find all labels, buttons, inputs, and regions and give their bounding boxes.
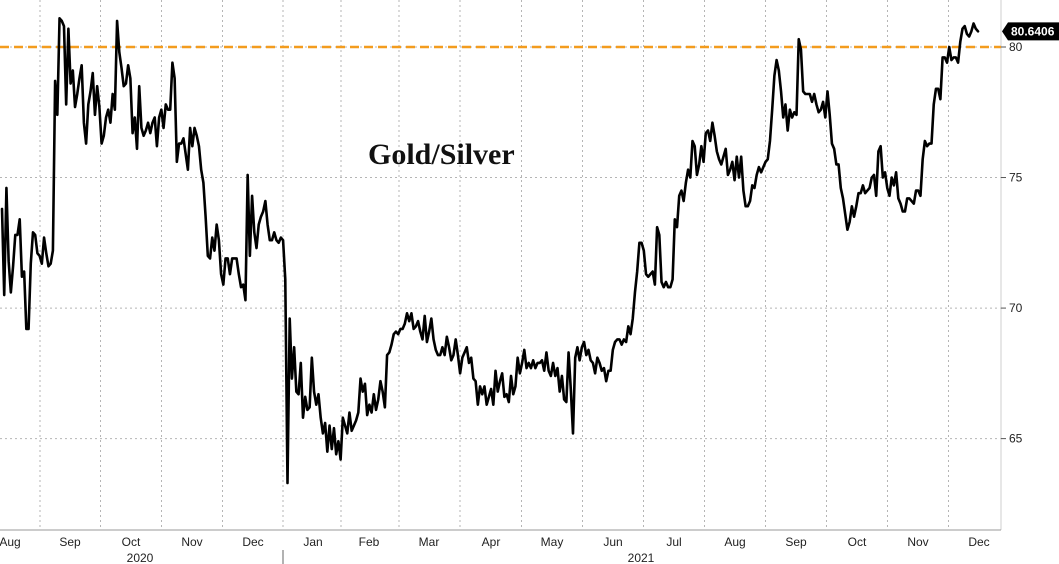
year-label: 2020 bbox=[127, 551, 154, 564]
y-tick-label: 70 bbox=[1009, 301, 1023, 315]
y-axis-ticks: 65 70 75 80 bbox=[1001, 40, 1023, 446]
chart-title: Gold/Silver bbox=[368, 138, 515, 171]
x-tick-label: Sep bbox=[785, 535, 807, 549]
last-value-badge-shape bbox=[1002, 22, 1059, 41]
year-labels: 2020 2021 bbox=[127, 550, 655, 564]
x-tick-label: Aug bbox=[0, 535, 21, 549]
x-tick-label: Apr bbox=[482, 535, 501, 549]
x-tick-label: Feb bbox=[359, 535, 380, 549]
horizontal-gridlines bbox=[0, 46, 1001, 440]
x-tick-label: May bbox=[541, 535, 564, 549]
last-value-badge: 80.6406 bbox=[1002, 22, 1059, 41]
x-tick-label: Nov bbox=[181, 535, 202, 549]
x-tick-label: Jun bbox=[603, 535, 622, 549]
x-axis-ticks: Aug Sep Oct Nov Dec Jan Feb Mar Apr May Jun Jul Aug S… bbox=[0, 535, 990, 549]
x-tick-label: Jul bbox=[666, 535, 681, 549]
x-tick-label: Dec bbox=[242, 535, 263, 549]
gold-silver-ratio-series-line bbox=[0, 16, 980, 485]
x-tick-label: Oct bbox=[122, 535, 141, 549]
x-tick-label: Oct bbox=[848, 535, 867, 549]
x-tick-label: Mar bbox=[419, 535, 440, 549]
last-value-label: 80.6406 bbox=[1011, 24, 1055, 38]
y-tick-label: 65 bbox=[1009, 432, 1023, 446]
y-tick-label: 80 bbox=[1009, 40, 1023, 54]
x-tick-label: Nov bbox=[907, 535, 928, 549]
x-tick-label: Dec bbox=[968, 535, 989, 549]
x-tick-label: Sep bbox=[59, 535, 81, 549]
vertical-gridlines bbox=[39, 0, 949, 530]
x-tick-label: Jan bbox=[303, 535, 322, 549]
x-tick-label: Aug bbox=[724, 535, 745, 549]
series-layer bbox=[0, 16, 980, 485]
y-tick-label: 75 bbox=[1009, 171, 1023, 185]
year-label: 2021 bbox=[628, 551, 655, 564]
